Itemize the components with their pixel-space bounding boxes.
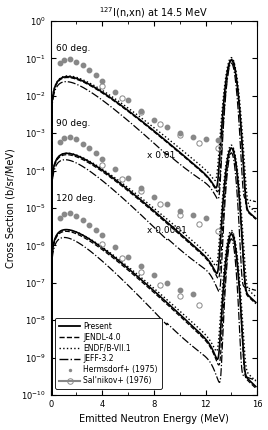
Y-axis label: Cross Section (b/sr/MeV): Cross Section (b/sr/MeV): [6, 148, 16, 268]
Text: 120 deg.: 120 deg.: [57, 194, 96, 203]
Text: 60 deg.: 60 deg.: [57, 44, 91, 53]
Legend: Present, JENDL-4.0, ENDF/B-VII.1, JEFF-3.2, Hermsdorf+ (1975), Sal'nikov+ (1976): Present, JENDL-4.0, ENDF/B-VII.1, JEFF-3…: [55, 318, 162, 389]
Text: x 0.01: x 0.01: [147, 151, 176, 160]
X-axis label: Emitted Neutron Energy (MeV): Emitted Neutron Energy (MeV): [79, 415, 229, 424]
Text: 90 deg.: 90 deg.: [57, 119, 91, 128]
Title: $^{127}$I(n,xn) at 14.5 MeV: $^{127}$I(n,xn) at 14.5 MeV: [99, 6, 209, 20]
Text: x 0.0001: x 0.0001: [147, 226, 187, 235]
